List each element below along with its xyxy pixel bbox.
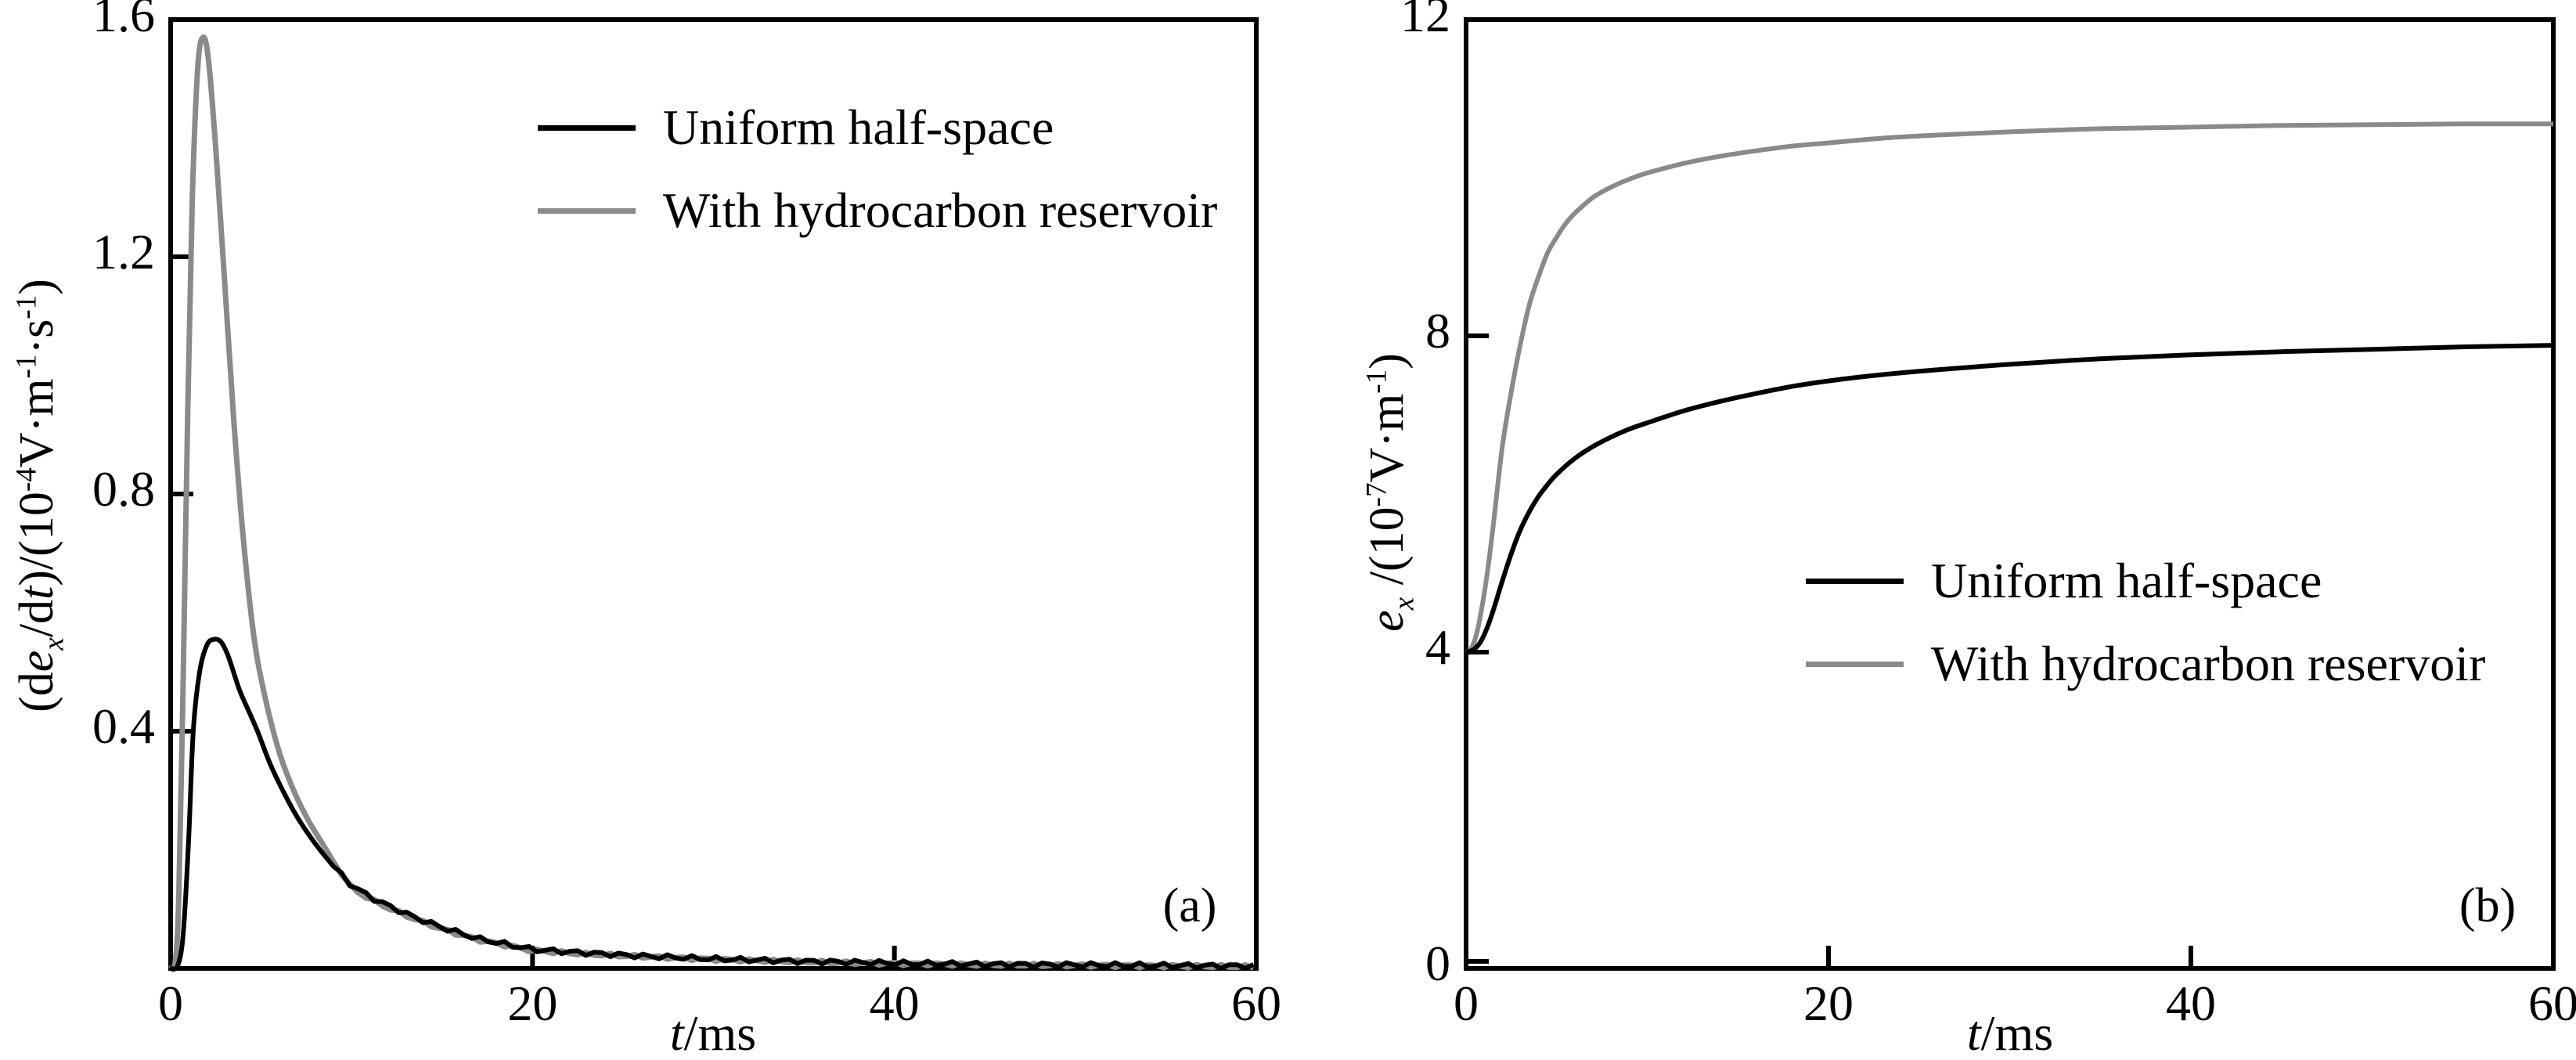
x-tick-label: 0 [1454,975,1479,1031]
y-tick-label: 1.2 [92,224,155,279]
y-tick-label: 4 [1425,619,1450,675]
x-tick-label: 20 [1803,975,1854,1031]
y-axis-label-b: ex /(10-7V·m-1) [1360,353,1421,632]
curve-with-hydrocarbon-reservoir [1465,121,2554,654]
legend-label: Uniform half-space [1931,553,2322,608]
x-tick-label: 0 [158,975,183,1031]
plot-box-(a) [168,17,1259,971]
curve-uniform-half-space [169,636,1255,972]
y-tick-label: 0.4 [92,698,155,754]
y-tick-label: 12 [1400,0,1450,42]
legend-label: With hydrocarbon reservoir [1931,636,2486,691]
legend-item: Uniform half-space [1806,539,2485,622]
legend-label: Uniform half-space [663,99,1054,155]
x-tick-label: 60 [2528,975,2576,1031]
legend-item: Uniform half-space [538,86,1217,169]
x-tick-label: 60 [1231,975,1281,1031]
legend-line-uniform-half-space [538,124,636,131]
legend-line-hydrocarbon-reservoir [1806,661,1904,667]
legend-a: Uniform half-space With hydrocarbon rese… [538,86,1217,252]
x-tick-label: 40 [869,975,920,1031]
panel-letter-b: (b) [2459,879,2517,932]
x-tick-label: 20 [507,975,558,1031]
y-tick-label: 1.6 [92,0,155,42]
panel-letter-a: (a) [1162,879,1217,932]
y-tick-label: 8 [1425,303,1450,359]
legend-line-hydrocarbon-reservoir [538,207,636,214]
y-tick-label: 0.8 [92,461,155,517]
legend-label: With hydrocarbon reservoir [663,182,1218,238]
x-axis-label-b: t/ms [1966,1005,2054,1060]
legend-b: Uniform half-space With hydrocarbon rese… [1806,539,2485,705]
legend-item: With hydrocarbon reservoir [538,169,1217,252]
legend-item: With hydrocarbon reservoir [1806,622,2485,705]
y-tick-label: 0 [1425,936,1450,991]
y-axis-label-a: (dex/dt)/(10-4V·m-1·s-1) [10,279,70,712]
legend-line-uniform-half-space [1806,578,1904,584]
x-axis-label-a: t/ms [669,1005,757,1060]
plot-box-(b) [1464,17,2556,971]
curve-uniform-half-space [1465,343,2554,654]
x-tick-label: 40 [2166,975,2216,1031]
